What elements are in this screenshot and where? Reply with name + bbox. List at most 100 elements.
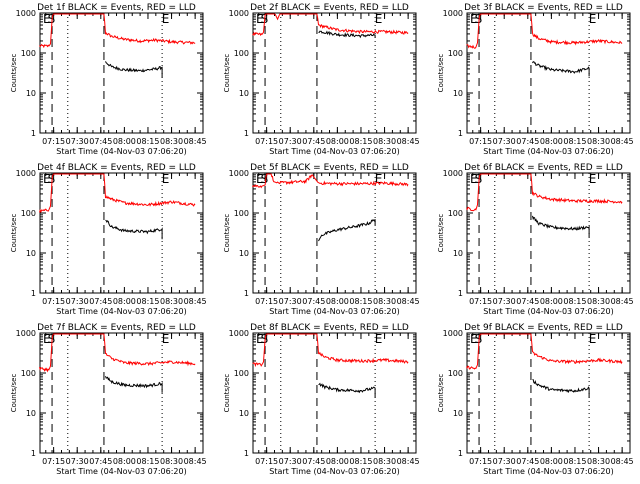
y-tick-label: 1 bbox=[458, 289, 463, 298]
marker-e-right: E bbox=[375, 332, 383, 346]
y-tick-label: 1000 bbox=[229, 329, 249, 338]
plot-frame bbox=[252, 172, 417, 294]
panel-8: Det 8f BLACK = Events, RED = LLD 1 10 100 10… bbox=[223, 323, 420, 476]
x-tick-label: 08:45 bbox=[397, 137, 420, 146]
y-tick-label: 100 bbox=[234, 209, 249, 218]
x-tick-label: 08:15 bbox=[563, 457, 586, 466]
panel-1: Det 1f BLACK = Events, RED = LLD 1 10 100 10… bbox=[10, 3, 207, 156]
marker-s: S bbox=[475, 12, 483, 26]
plot-frame bbox=[39, 332, 204, 454]
x-tick-label: 08:45 bbox=[184, 297, 207, 306]
x-tick-label: 07:45 bbox=[516, 457, 539, 466]
events-series-line bbox=[318, 30, 376, 39]
panel-title: Det 1f BLACK = Events, RED = LLD bbox=[37, 3, 196, 13]
y-tick-label: 1 bbox=[244, 449, 249, 458]
marker-e-left: E bbox=[470, 332, 478, 346]
marker-e-left: E bbox=[43, 172, 51, 186]
x-tick-label: 07:15 bbox=[42, 297, 65, 306]
y-tick-label: 10 bbox=[239, 249, 249, 258]
panel-title: Det 6f BLACK = Events, RED = LLD bbox=[464, 163, 623, 173]
x-tick-label: 08:15 bbox=[563, 297, 586, 306]
x-tick-label: 07:15 bbox=[469, 137, 492, 146]
events-series-line bbox=[532, 215, 590, 238]
marker-e-right: E bbox=[589, 172, 597, 186]
panel-4: Det 4f BLACK = Events, RED = LLD 1 10 100 10… bbox=[10, 163, 207, 316]
x-tick-label: 08:00 bbox=[113, 457, 136, 466]
y-tick-label: 100 bbox=[21, 49, 36, 58]
panel-3: Det 3f BLACK = Events, RED = LLD 1 10 100 10… bbox=[437, 3, 634, 156]
marker-s: S bbox=[48, 172, 56, 186]
x-axis-label: Start Time (04-Nov-03 07:06:20) bbox=[483, 467, 613, 476]
marker-e-right: E bbox=[162, 332, 170, 346]
events-series-line bbox=[105, 61, 163, 78]
y-tick-label: 1000 bbox=[443, 329, 463, 338]
marker-e-right: E bbox=[589, 12, 597, 26]
x-axis-label: Start Time (04-Nov-03 07:06:20) bbox=[56, 307, 186, 316]
marker-s: S bbox=[475, 332, 483, 346]
x-tick-label: 08:00 bbox=[540, 297, 563, 306]
y-tick-label: 100 bbox=[21, 369, 36, 378]
events-series-line bbox=[105, 219, 163, 240]
marker-e-left: E bbox=[43, 332, 51, 346]
x-tick-label: 08:30 bbox=[587, 297, 610, 306]
x-tick-label: 08:30 bbox=[373, 297, 396, 306]
lld-series-line bbox=[252, 333, 409, 368]
y-axis-label: Counts/sec bbox=[223, 54, 231, 93]
plot-frame bbox=[252, 332, 417, 454]
x-tick-label: 08:15 bbox=[136, 137, 159, 146]
y-tick-label: 10 bbox=[26, 89, 36, 98]
x-tick-label: 08:00 bbox=[326, 137, 349, 146]
y-tick-label: 100 bbox=[448, 369, 463, 378]
x-tick-label: 07:15 bbox=[255, 297, 278, 306]
panel-2: Det 2f BLACK = Events, RED = LLD 1 10 100 10… bbox=[223, 3, 420, 156]
x-tick-label: 08:15 bbox=[349, 297, 372, 306]
y-axis-label: Counts/sec bbox=[10, 214, 18, 253]
panel-title: Det 5f BLACK = Events, RED = LLD bbox=[250, 163, 409, 173]
y-tick-label: 10 bbox=[453, 249, 463, 258]
marker-s: S bbox=[48, 12, 56, 26]
y-tick-label: 1000 bbox=[16, 169, 36, 178]
plot-frame bbox=[252, 12, 417, 134]
y-axis-label: Counts/sec bbox=[223, 214, 231, 253]
x-tick-label: 07:30 bbox=[66, 457, 89, 466]
panel-title: Det 3f BLACK = Events, RED = LLD bbox=[464, 3, 623, 13]
x-axis-label: Start Time (04-Nov-03 07:06:20) bbox=[269, 307, 399, 316]
x-tick-label: 08:00 bbox=[326, 297, 349, 306]
x-tick-label: 07:30 bbox=[493, 137, 516, 146]
x-tick-label: 07:45 bbox=[302, 297, 325, 306]
x-tick-label: 07:30 bbox=[279, 457, 302, 466]
y-axis-label: Counts/sec bbox=[10, 54, 18, 93]
x-tick-label: 07:45 bbox=[89, 297, 112, 306]
x-tick-label: 07:15 bbox=[255, 457, 278, 466]
y-tick-label: 100 bbox=[448, 49, 463, 58]
x-tick-label: 08:30 bbox=[587, 137, 610, 146]
y-tick-label: 10 bbox=[26, 409, 36, 418]
y-tick-label: 10 bbox=[453, 409, 463, 418]
lld-series-line bbox=[466, 333, 623, 370]
panel-6: Det 6f BLACK = Events, RED = LLD 1 10 100 10… bbox=[437, 163, 634, 316]
y-tick-label: 1000 bbox=[16, 329, 36, 338]
x-tick-label: 08:30 bbox=[160, 137, 183, 146]
x-tick-label: 08:45 bbox=[611, 457, 634, 466]
x-tick-label: 08:45 bbox=[184, 457, 207, 466]
y-tick-label: 100 bbox=[21, 209, 36, 218]
panel-7: Det 7f BLACK = Events, RED = LLD 1 10 100 10… bbox=[10, 323, 207, 476]
events-series-line bbox=[532, 61, 590, 77]
y-tick-label: 1 bbox=[31, 449, 36, 458]
y-axis-label: Counts/sec bbox=[437, 214, 445, 253]
lld-series-line bbox=[252, 13, 409, 37]
x-tick-label: 08:00 bbox=[326, 457, 349, 466]
events-series-line bbox=[318, 382, 376, 398]
x-tick-label: 08:15 bbox=[349, 137, 372, 146]
plot-frame bbox=[466, 332, 631, 454]
x-tick-label: 07:30 bbox=[493, 297, 516, 306]
events-series-line bbox=[532, 379, 590, 398]
panel-title: Det 2f BLACK = Events, RED = LLD bbox=[250, 3, 409, 13]
x-tick-label: 08:45 bbox=[611, 297, 634, 306]
lld-series-line bbox=[39, 333, 196, 373]
y-tick-label: 100 bbox=[448, 209, 463, 218]
y-tick-label: 1 bbox=[244, 129, 249, 138]
marker-e-left: E bbox=[470, 172, 478, 186]
